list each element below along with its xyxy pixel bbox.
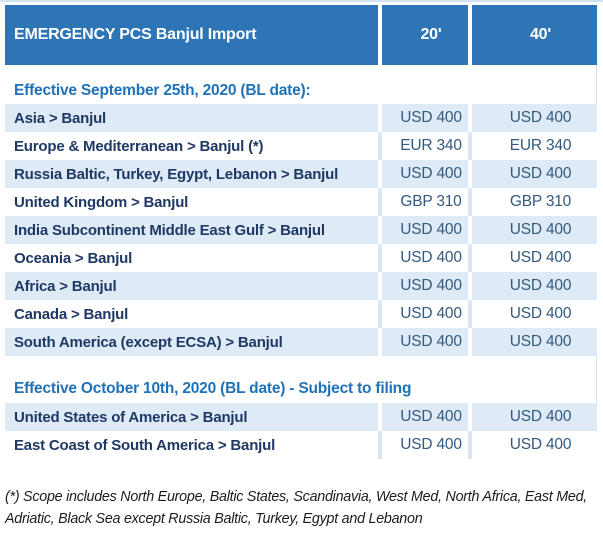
section-heading-october: Effective October 10th, 2020 (BL date) -… — [5, 375, 596, 403]
route-cell: Canada > Banjul — [5, 300, 378, 328]
column-header-20ft: 20' — [382, 5, 468, 65]
rate-40ft-cell: USD 400 — [472, 216, 597, 244]
section-september: Effective September 25th, 2020 (BL date)… — [5, 78, 597, 356]
rate-40ft-cell: EUR 340 — [472, 132, 597, 160]
rate-40ft-cell: USD 400 — [472, 431, 597, 459]
section-rows-october: United States of America > Banjul USD 400… — [5, 403, 597, 459]
rate-20ft-cell: USD 400 — [382, 104, 468, 132]
rate-20ft-cell: USD 400 — [382, 403, 468, 431]
table-row: Oceania > Banjul USD 400 USD 400 — [5, 244, 597, 272]
pricing-table: EMERGENCY PCS Banjul Import 20' 40' Effe… — [5, 5, 597, 459]
rate-20ft-cell: USD 400 — [382, 272, 468, 300]
table-row: East Coast of South America > Banjul USD … — [5, 431, 597, 459]
section-rows-september: Asia > Banjul USD 400 USD 400 Europe & Medi… — [5, 104, 597, 356]
table-row: Europe & Mediterranean > Banjul (*) EUR 3… — [5, 132, 597, 160]
route-cell: Africa > Banjul — [5, 272, 378, 300]
footnote: (*) Scope includes North Europe, Baltic … — [5, 489, 588, 527]
table-row: Russia Baltic, Turkey, Egypt, Lebanon > … — [5, 160, 597, 188]
rate-40ft-cell: USD 400 — [472, 328, 597, 356]
table-row: Asia > Banjul USD 400 USD 400 — [5, 104, 597, 132]
route-cell: Russia Baltic, Turkey, Egypt, Lebanon > … — [5, 160, 378, 188]
table-row: United Kingdom > Banjul GBP 310 GBP 310 — [5, 188, 597, 216]
table-header-row: EMERGENCY PCS Banjul Import 20' 40' — [5, 5, 597, 65]
rate-40ft-cell: USD 400 — [472, 300, 597, 328]
rate-20ft-cell: GBP 310 — [382, 188, 468, 216]
route-cell: India Subcontinent Middle East Gulf > Ba… — [5, 216, 378, 244]
section-heading-september: Effective September 25th, 2020 (BL date)… — [5, 78, 596, 104]
table-row: Africa > Banjul USD 400 USD 400 — [5, 272, 597, 300]
table-row: United States of America > Banjul USD 400… — [5, 403, 597, 431]
route-cell: United Kingdom > Banjul — [5, 188, 378, 216]
route-cell: South America (except ECSA) > Banjul — [5, 328, 378, 356]
table-title: EMERGENCY PCS Banjul Import — [5, 5, 378, 65]
table-row: South America (except ECSA) > Banjul USD … — [5, 328, 597, 356]
route-cell: Asia > Banjul — [5, 104, 378, 132]
route-cell: Oceania > Banjul — [5, 244, 378, 272]
rate-40ft-cell: USD 400 — [472, 244, 597, 272]
section-october: Effective October 10th, 2020 (BL date) -… — [5, 375, 597, 459]
route-cell: East Coast of South America > Banjul — [5, 431, 378, 459]
rate-20ft-cell: USD 400 — [382, 244, 468, 272]
rate-40ft-cell: USD 400 — [472, 403, 597, 431]
rate-40ft-cell: USD 400 — [472, 272, 597, 300]
rate-20ft-cell: USD 400 — [382, 328, 468, 356]
column-header-40ft: 40' — [472, 5, 597, 65]
rate-20ft-cell: USD 400 — [382, 160, 468, 188]
rate-20ft-cell: USD 400 — [382, 431, 468, 459]
rate-40ft-cell: GBP 310 — [472, 188, 597, 216]
route-cell: Europe & Mediterranean > Banjul (*) — [5, 132, 378, 160]
table-row: Canada > Banjul USD 400 USD 400 — [5, 300, 597, 328]
rate-40ft-cell: USD 400 — [472, 160, 597, 188]
rate-40ft-cell: USD 400 — [472, 104, 597, 132]
window-top-border — [0, 0, 603, 2]
table-row: India Subcontinent Middle East Gulf > Ba… — [5, 216, 597, 244]
rate-20ft-cell: USD 400 — [382, 300, 468, 328]
rate-20ft-cell: EUR 340 — [382, 132, 468, 160]
route-cell: United States of America > Banjul — [5, 403, 378, 431]
rate-20ft-cell: USD 400 — [382, 216, 468, 244]
